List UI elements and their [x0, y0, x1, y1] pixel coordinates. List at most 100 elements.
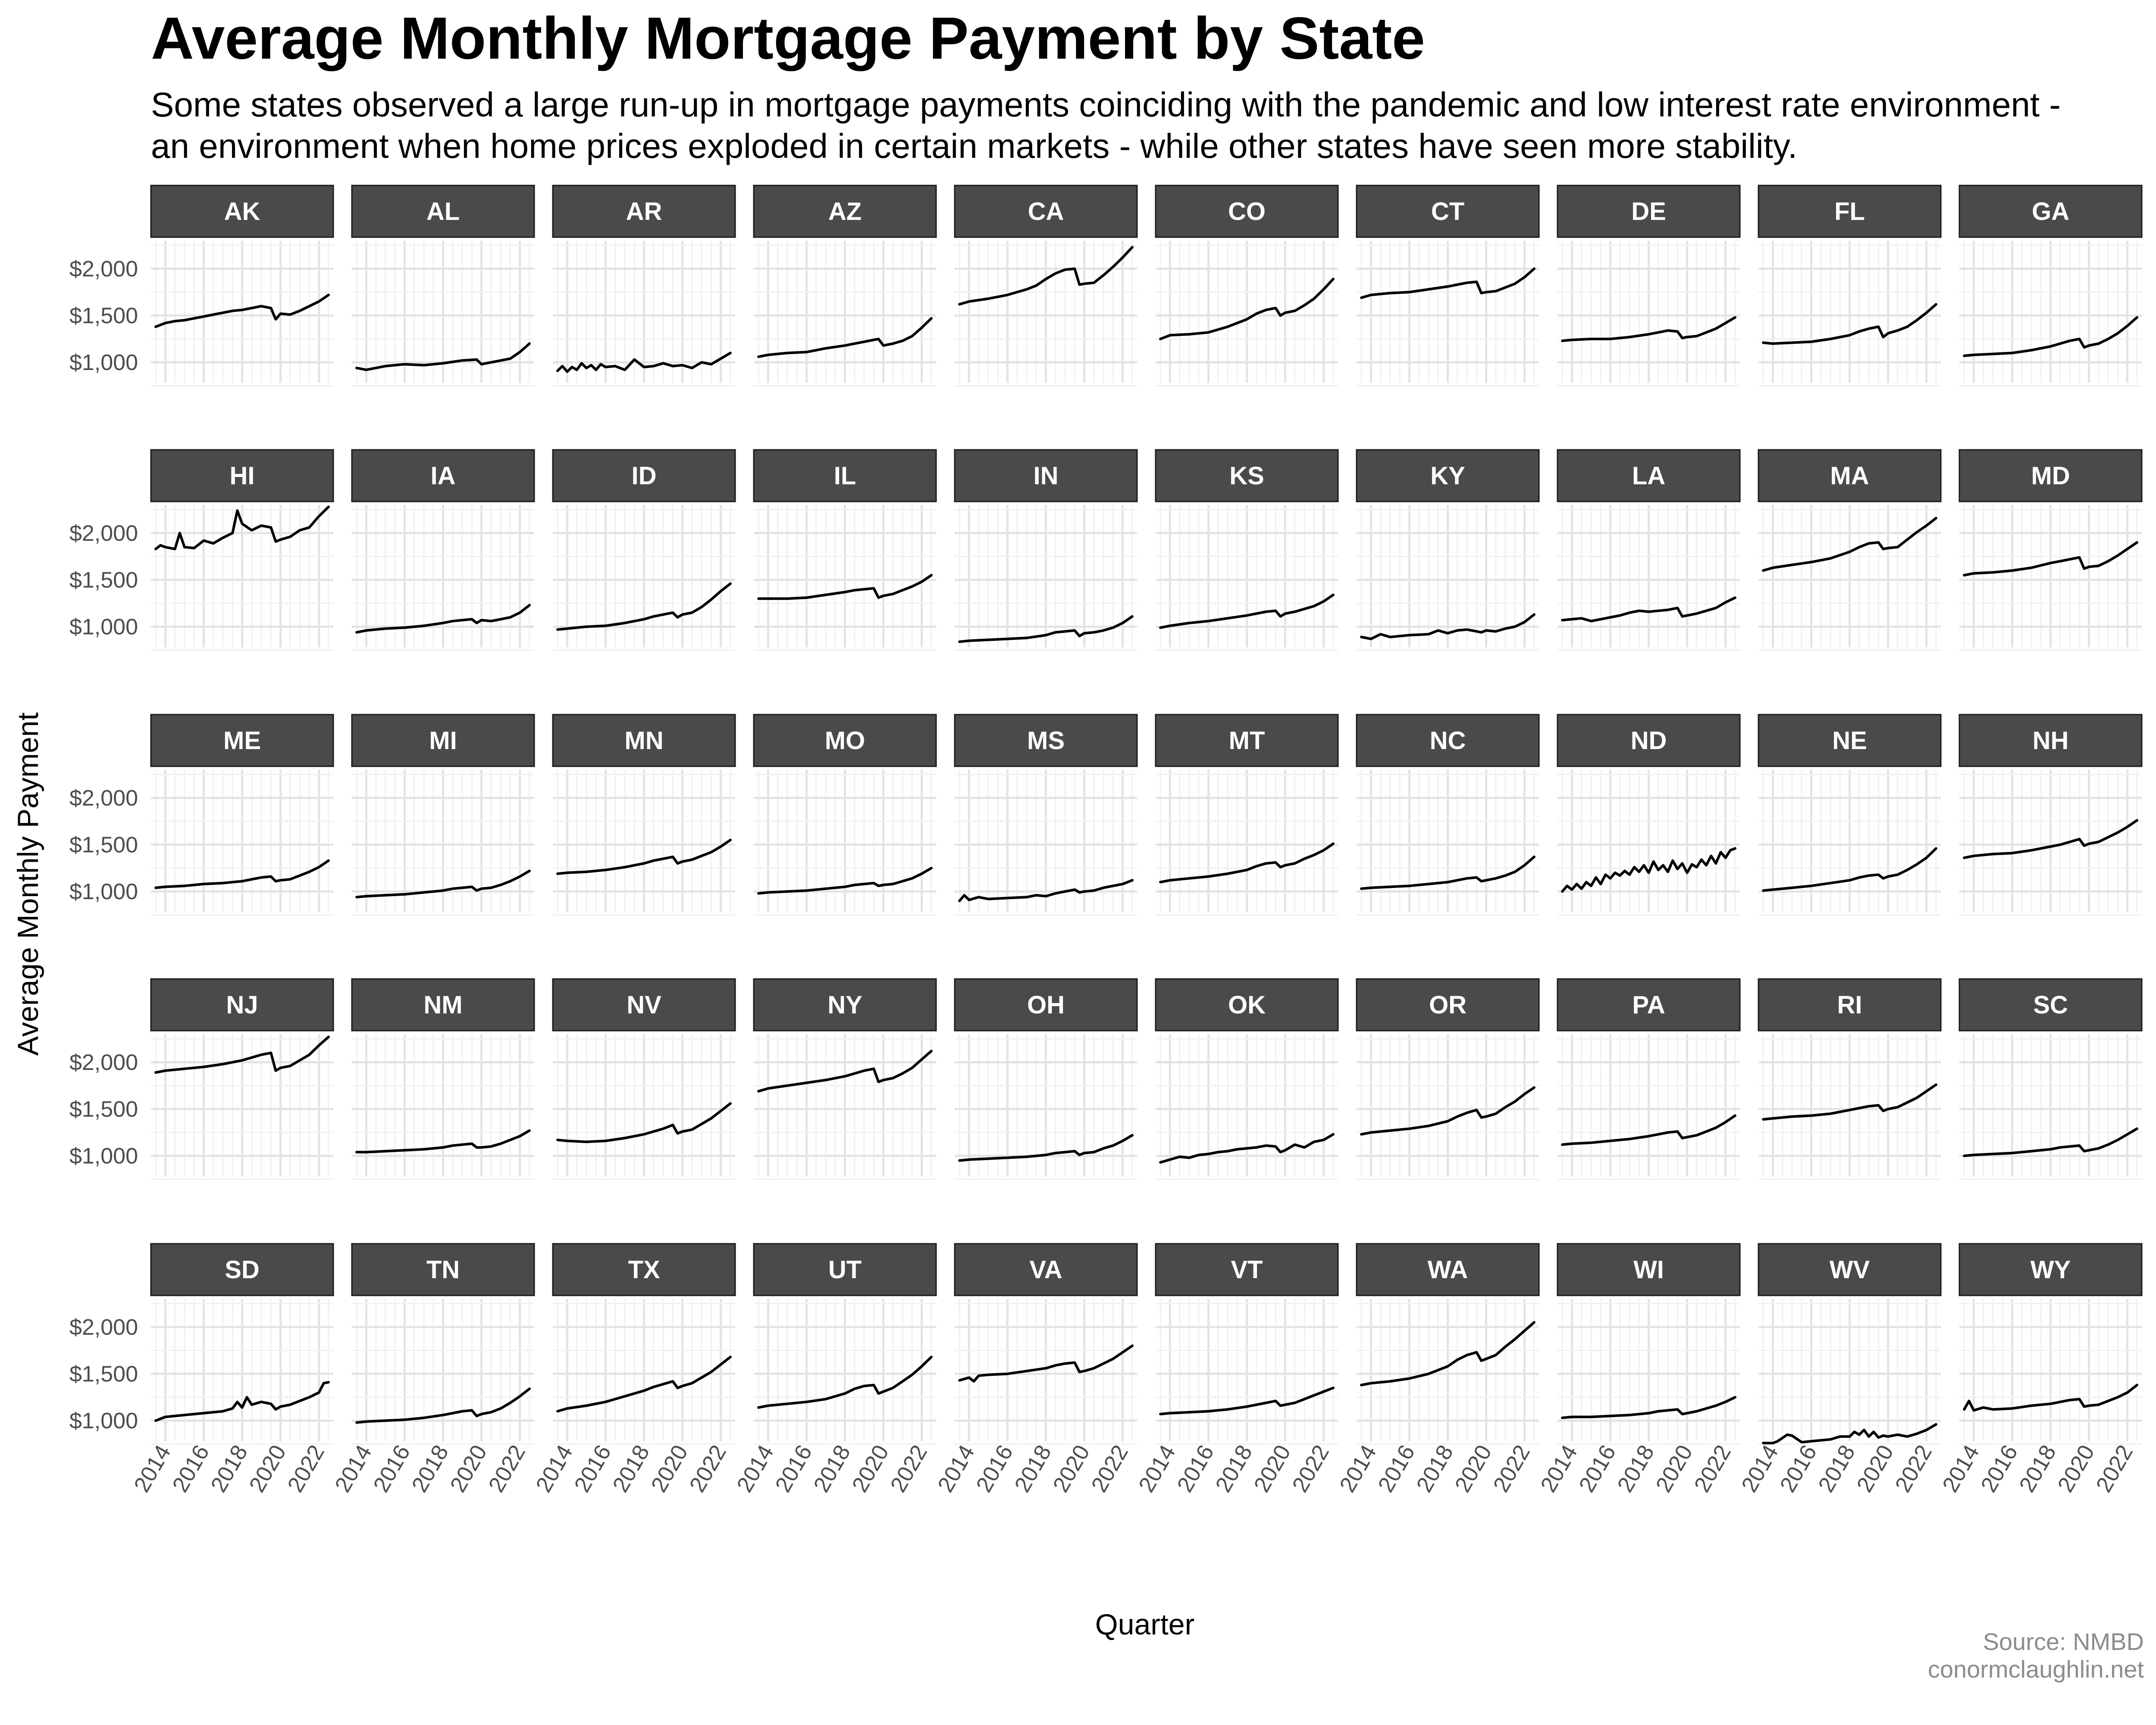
x-tick-label: 2020: [1651, 1441, 1698, 1496]
panel-ak: AK: [150, 185, 334, 387]
facet-label-ks: KS: [1229, 462, 1264, 490]
facet-label-in: IN: [1034, 462, 1059, 490]
x-tick-label: 2022: [886, 1441, 932, 1496]
series-line-ok: [1159, 1133, 1335, 1164]
panel-ut: UT: [753, 1243, 937, 1445]
x-tick-label: 2022: [2091, 1441, 2138, 1496]
facet-label-ky: KY: [1430, 462, 1465, 490]
series-line-nh: [1963, 819, 2138, 859]
series-line-ri: [1762, 1083, 1937, 1121]
facet-label-ri: RI: [1837, 991, 1862, 1019]
series-line-ks: [1159, 593, 1335, 629]
facet-label-wi: WI: [1633, 1256, 1664, 1284]
x-tick-label: 2020: [1450, 1441, 1497, 1496]
facet-strip-wv: [1758, 1243, 1942, 1296]
subtitle-line-1: Some states observed a large run-up in m…: [151, 85, 2061, 124]
panel-vt: VT: [1155, 1243, 1339, 1445]
facet-strip-pa: [1557, 978, 1741, 1032]
y-tick-label: $1,000: [69, 615, 138, 640]
facet-strip-ny: [753, 978, 937, 1032]
facet-strip-nd: [1557, 714, 1741, 767]
facet-label-ms: MS: [1027, 727, 1065, 755]
x-tick-label: 2014: [1938, 1441, 1984, 1496]
series-line-nd: [1561, 847, 1736, 893]
facet-label-la: LA: [1632, 462, 1665, 490]
series-line-la: [1561, 596, 1736, 623]
series-line-ar: [556, 351, 732, 373]
facet-strip-nm: [351, 978, 535, 1032]
x-tick-label: 2014: [1335, 1441, 1382, 1496]
facet-strip-wa: [1356, 1243, 1540, 1296]
facet-label-id: ID: [632, 462, 657, 490]
x-tick-label: 2016: [168, 1441, 214, 1496]
facet-label-oh: OH: [1027, 991, 1065, 1019]
series-line-ky: [1360, 613, 1536, 640]
panel-nd: ND: [1557, 714, 1741, 916]
series-line-md: [1963, 541, 2138, 577]
x-tick-label: 2020: [646, 1441, 693, 1496]
series-line-wv: [1762, 1423, 1937, 1445]
series-line-sd: [154, 1381, 330, 1422]
y-tick-label: $1,500: [69, 1362, 138, 1387]
series-line-wy: [1963, 1383, 2138, 1412]
facet-strip-md: [1959, 449, 2143, 502]
facet-strip-fl: [1758, 185, 1942, 238]
x-tick-label: 2014: [1737, 1441, 1783, 1496]
y-tick-label: $1,500: [69, 568, 138, 593]
x-tick-label: 2022: [1890, 1441, 1937, 1496]
series-line-ne: [1762, 847, 1937, 892]
x-tick-label: 2016: [1976, 1441, 2023, 1496]
panel-sd: SD: [150, 1243, 334, 1445]
x-tick-label: 2022: [1689, 1441, 1736, 1496]
facet-strip-ut: [753, 1243, 937, 1296]
y-tick-label: $2,000: [69, 786, 138, 811]
facet-strip-wi: [1557, 1243, 1741, 1296]
facet-strip-nv: [552, 978, 736, 1032]
x-axis-title: Quarter: [1095, 1608, 1195, 1641]
facet-strip-la: [1557, 449, 1741, 502]
facet-label-va: VA: [1029, 1256, 1062, 1284]
panel-mn: MN: [552, 714, 736, 916]
facet-strip-az: [753, 185, 937, 238]
panel-hi: HI: [150, 449, 334, 651]
facet-strip-me: [150, 714, 334, 767]
x-tick-label: 2022: [1087, 1441, 1133, 1496]
facet-label-al: AL: [426, 198, 460, 226]
facet-strip-va: [954, 1243, 1138, 1296]
panel-ks: KS: [1155, 449, 1339, 651]
panel-al: AL: [351, 185, 535, 387]
panel-nm: NM: [351, 978, 535, 1180]
x-tick-label: 2018: [1613, 1441, 1659, 1496]
y-tick-label: $2,000: [69, 1050, 138, 1075]
x-tick-label: 2014: [129, 1441, 176, 1496]
series-line-ms: [958, 879, 1134, 902]
x-tick-label: 2022: [1288, 1441, 1334, 1496]
facet-strip-ak: [150, 185, 334, 238]
panel-ct: CT: [1356, 185, 1540, 387]
facet-label-sc: SC: [2033, 991, 2068, 1019]
panel-pa: PA: [1557, 978, 1741, 1180]
panel-sc: SC: [1959, 978, 2143, 1180]
panel-nh: NH: [1959, 714, 2143, 916]
series-line-hi: [154, 505, 330, 550]
facet-label-hi: HI: [230, 462, 255, 490]
x-tick-label: 2022: [283, 1441, 329, 1496]
facet-strip-ga: [1959, 185, 2143, 238]
x-tick-label: 2014: [1536, 1441, 1583, 1496]
facet-label-mo: MO: [825, 727, 865, 755]
panel-wi: WI: [1557, 1243, 1741, 1445]
panel-ar: AR: [552, 185, 736, 387]
series-line-nj: [154, 1035, 330, 1074]
facet-strip-wy: [1959, 1243, 2143, 1296]
x-tick-label: 2018: [1211, 1441, 1257, 1496]
panel-ia: IA: [351, 449, 535, 651]
facet-strip-ks: [1155, 449, 1339, 502]
series-line-id: [556, 582, 732, 631]
x-tick-label: 2018: [1010, 1441, 1056, 1496]
caption-source: Source: NMBD: [1983, 1628, 2144, 1655]
facet-label-ok: OK: [1228, 991, 1266, 1019]
series-line-va: [958, 1344, 1134, 1383]
caption-site: conormclaughlin.net: [1927, 1656, 2144, 1683]
x-tick-label: 2018: [608, 1441, 655, 1496]
series-line-nm: [355, 1129, 531, 1154]
